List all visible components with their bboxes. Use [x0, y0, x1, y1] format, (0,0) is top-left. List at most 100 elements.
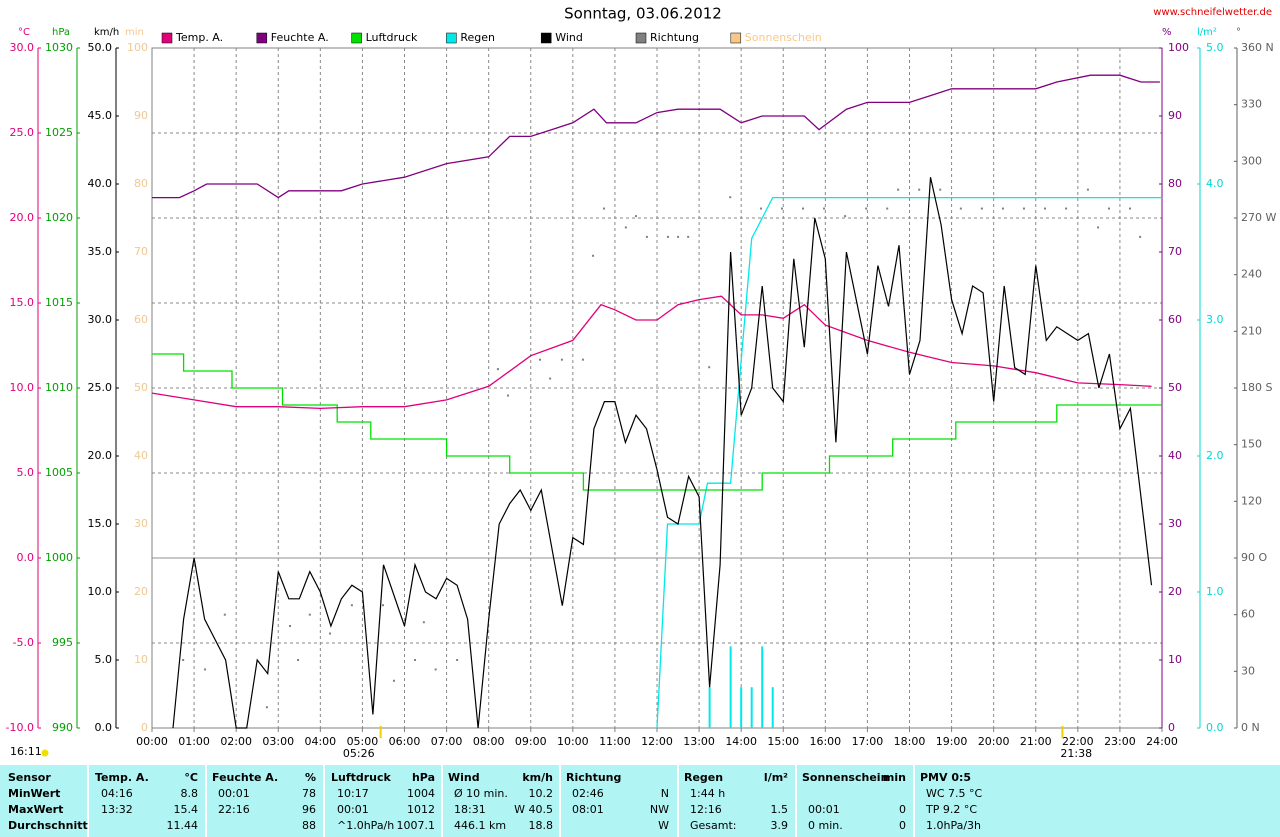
direction-dot: [204, 668, 207, 671]
y-tick-label: 70: [1168, 245, 1182, 258]
y-tick-label: -10.0: [6, 721, 34, 734]
table-cell: 10:17: [337, 787, 369, 800]
y-tick-label: 30: [1241, 664, 1255, 677]
table-cell: 3.9: [771, 819, 789, 832]
direction-dot: [422, 621, 425, 624]
x-tick-label: 23:00: [1104, 735, 1136, 748]
direction-dot: [1001, 207, 1004, 210]
legend-label: Richtung: [650, 31, 699, 44]
table-header: Luftdruck: [331, 771, 392, 784]
direction-dot: [507, 394, 510, 397]
y-tick-label: 1005: [45, 466, 73, 479]
table-header: Temp. A.: [95, 771, 149, 784]
direction-dot: [560, 358, 563, 361]
direction-dot: [581, 358, 584, 361]
x-tick-label: 04:00: [304, 735, 336, 748]
table-cell: 1.0hPa/3h: [926, 819, 981, 832]
y-tick-label: 20: [1168, 585, 1182, 598]
direction-dot: [434, 668, 437, 671]
direction-dot: [350, 604, 353, 607]
direction-dot: [886, 207, 889, 210]
direction-dot: [939, 188, 942, 191]
y-tick-label: 20.0: [88, 449, 113, 462]
direction-dot: [496, 368, 499, 371]
direction-dot: [823, 207, 826, 210]
y-tick-label: 100: [1168, 41, 1189, 54]
y-tick-label: 20.0: [10, 211, 35, 224]
table-cell: 18.8: [529, 819, 554, 832]
table-cell: 22:16: [218, 803, 250, 816]
y-tick-label: 1.0: [1206, 585, 1224, 598]
table-cell: 12:16: [690, 803, 722, 816]
table-header: Regen: [684, 771, 723, 784]
table-cell: ^1.0hPa/h: [337, 819, 394, 832]
table-cell: 1007.1: [397, 819, 436, 832]
direction-dot: [382, 604, 385, 607]
y-tick-label: 30: [1168, 517, 1182, 530]
y-tick-label: 210: [1241, 324, 1262, 337]
y-tick-label: 90 O: [1241, 551, 1267, 564]
y-tick-label: -5.0: [13, 636, 34, 649]
table-cell: 446.1 km: [454, 819, 506, 832]
x-tick-label: 12:00: [641, 735, 673, 748]
y-tick-label: 0: [141, 721, 148, 734]
table-cell: 04:16: [101, 787, 133, 800]
x-tick-label: 18:00: [894, 735, 926, 748]
x-tick-label: 10:00: [557, 735, 589, 748]
legend-label: Temp. A.: [175, 31, 223, 44]
axis-unit: %: [1162, 27, 1172, 38]
table-cell: Gesamt:: [690, 819, 737, 832]
direction-dot: [549, 377, 552, 380]
table-cell: 08:01: [572, 803, 604, 816]
table-cell: MinWert: [8, 787, 60, 800]
y-tick-label: 90: [1168, 109, 1182, 122]
y-tick-label: 60: [1241, 608, 1255, 621]
direction-dot: [602, 207, 605, 210]
y-tick-label: 4.0: [1206, 177, 1224, 190]
y-tick-label: 40: [134, 449, 148, 462]
table-unit: hPa: [412, 771, 435, 784]
direction-dot: [897, 188, 900, 191]
x-tick-label: 17:00: [852, 735, 884, 748]
y-tick-label: 5.0: [17, 466, 35, 479]
x-tick-label: 24:00: [1146, 735, 1178, 748]
table-cell: 15.4: [174, 803, 199, 816]
table-cell: 96: [302, 803, 316, 816]
y-tick-label: 50: [134, 381, 148, 394]
y-tick-label: 40: [1168, 449, 1182, 462]
table-cell: WC 7.5 °C: [926, 787, 983, 800]
y-tick-label: 3.0: [1206, 313, 1224, 326]
y-tick-label: 360 N: [1241, 41, 1274, 54]
y-tick-label: 1020: [45, 211, 73, 224]
legend-swatch: [635, 32, 647, 44]
y-tick-label: 180 S: [1241, 381, 1272, 394]
series-line: [151, 295, 1152, 410]
direction-dot: [1044, 207, 1047, 210]
sun-icon: [41, 749, 49, 757]
y-tick-label: 300: [1241, 154, 1262, 167]
x-tick-label: 20:00: [978, 735, 1010, 748]
legend-swatch: [351, 32, 362, 44]
direction-dot: [634, 215, 637, 218]
table-cell: 8.8: [181, 787, 199, 800]
y-tick-label: 90: [134, 109, 148, 122]
table-cell: 10.2: [529, 787, 554, 800]
y-tick-label: 0.0: [17, 551, 35, 564]
x-tick-label: 02:00: [220, 735, 252, 748]
y-tick-label: 80: [1168, 177, 1182, 190]
y-tick-label: 50.0: [88, 41, 113, 54]
y-tick-label: 10: [134, 653, 148, 666]
legend-label: Sonnenschein: [745, 31, 822, 44]
direction-dot: [959, 207, 962, 210]
y-tick-label: 10: [1168, 653, 1182, 666]
table-unit: min: [883, 771, 906, 784]
table-cell: W 40.5: [514, 803, 553, 816]
x-tick-label: 00:00: [136, 735, 168, 748]
sunrise-label: 05:26: [343, 747, 375, 760]
y-tick-label: 150: [1241, 438, 1262, 451]
y-tick-label: 50: [1168, 381, 1182, 394]
direction-dot: [1107, 207, 1110, 210]
